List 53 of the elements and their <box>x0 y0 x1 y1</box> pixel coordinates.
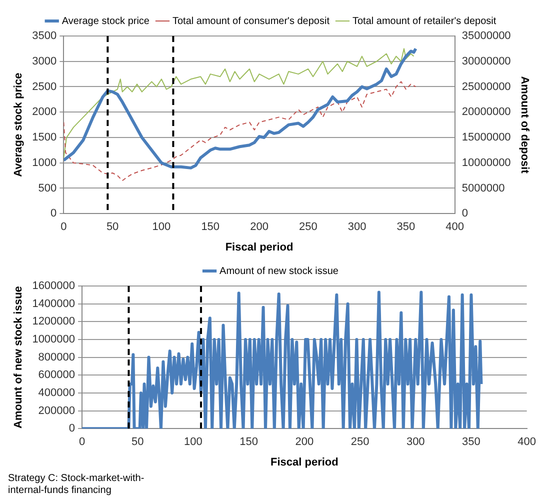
text: Strategy C: Stock-market-with-internal-funds financing <box>8 473 146 497</box>
y-tick-label: 400000 <box>38 386 76 399</box>
y-tick-label: 500 <box>38 182 57 194</box>
y-tick-label: 2000 <box>32 106 57 118</box>
y-tick-label: 2500 <box>32 80 57 93</box>
y-tick-label: 3000 <box>32 55 57 68</box>
x-tick-label: 200 <box>250 221 268 234</box>
x-tick-label: 300 <box>348 221 366 234</box>
y-tick-label: 1500 <box>32 132 57 144</box>
y-tick-label: 3500 <box>32 30 57 42</box>
x-tick-label: 100 <box>184 436 202 448</box>
y-tick-label: 0 <box>68 422 76 435</box>
y-tick-label: 1000 <box>32 156 57 169</box>
y2-tick-label: 0 <box>462 208 468 220</box>
x-tick-label: 250 <box>298 221 318 234</box>
x-tick-label: 250 <box>350 436 370 448</box>
y2-axis-title: Amount of deposit <box>518 76 530 174</box>
x-axis-title: Fiscal period <box>270 456 338 468</box>
y-tick-label: 0 <box>50 208 57 220</box>
y2-tick-label: 10000000 <box>462 156 511 169</box>
y-axis-title: Amount of new stock issue <box>12 286 25 429</box>
x-tick-label: 150 <box>240 436 258 448</box>
x-tick-label: 300 <box>406 436 425 448</box>
x-tick-label: 50 <box>106 221 119 234</box>
y-tick-label: 1400000 <box>32 298 76 310</box>
legend-label: Total amount of consumer's deposit <box>172 16 330 27</box>
x-tick-label: 50 <box>132 436 144 448</box>
y-axis-title: Average stock price <box>12 72 25 177</box>
y-tick-label: 1200000 <box>32 316 76 328</box>
y2-tick-label: 15000000 <box>462 132 511 144</box>
y2-tick-label: 25000000 <box>462 80 511 93</box>
y2-tick-label: 20000000 <box>462 106 511 118</box>
y-tick-label: 600000 <box>38 369 76 382</box>
y2-tick-label: 35000000 <box>462 30 511 42</box>
line-series <box>64 81 416 182</box>
y-tick-label: 200000 <box>38 404 76 417</box>
y2-tick-label: 30000000 <box>462 55 511 68</box>
y-tick-label: 800000 <box>38 351 76 364</box>
x-tick-label: 400 <box>518 436 536 448</box>
legend-label: Total amount of retailer's deposit <box>352 16 496 27</box>
x-tick-label: 100 <box>152 221 171 234</box>
y-tick-label: 1600000 <box>32 280 76 292</box>
y2-tick-label: 5000000 <box>462 182 505 194</box>
x-tick-label: 150 <box>201 221 220 234</box>
legend-label: Amount of new stock issue <box>220 266 339 277</box>
legend-label: Average stock price <box>62 16 150 27</box>
x-tick-label: 350 <box>462 436 480 448</box>
x-tick-label: 400 <box>446 221 464 234</box>
x-tick-label: 200 <box>295 436 314 448</box>
x-tick-label: 0 <box>78 436 86 448</box>
y-tick-label: 1000000 <box>32 334 76 346</box>
x-axis-title: Fiscal period <box>225 241 294 254</box>
x-tick-label: 350 <box>396 221 416 234</box>
